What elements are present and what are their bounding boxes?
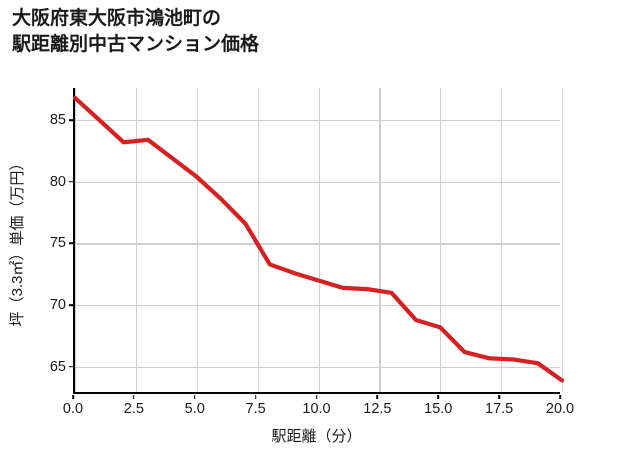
x-axis-tick-mark <box>72 395 74 399</box>
x-axis-tick-mark <box>559 395 561 399</box>
gridline-horizontal <box>75 366 560 369</box>
y-axis-tick-label: 65 <box>49 358 66 375</box>
line-series-svg <box>72 95 565 383</box>
x-axis-tick-label: 10.0 <box>302 401 331 417</box>
x-axis-tick-mark <box>437 395 440 399</box>
x-axis-tick-label: 15.0 <box>424 401 453 417</box>
x-axis-tick-label: 17.5 <box>485 401 514 417</box>
x-axis-label: 駅距離（分） <box>271 428 362 445</box>
gridline-vertical <box>196 88 198 392</box>
y-axis-tick-mark <box>69 304 73 306</box>
y-axis-tick-mark <box>69 180 73 183</box>
gridline-horizontal <box>75 120 560 122</box>
gridline-vertical <box>379 88 381 392</box>
x-axis-tick-label: 2.5 <box>123 401 144 417</box>
x-axis-tick-mark <box>254 395 257 399</box>
gridline-horizontal <box>75 305 560 307</box>
x-axis-tick-mark <box>498 395 500 399</box>
gridline-vertical <box>75 88 77 392</box>
plot-area <box>72 88 565 394</box>
x-axis-tick-label: 20.0 <box>545 401 575 417</box>
y-axis-label: 坪（3.3㎡）単価（万円） <box>9 155 26 327</box>
line-series-path <box>72 95 565 383</box>
y-axis-tick-label: 85 <box>49 112 66 129</box>
y-axis-tick-label: 75 <box>49 235 66 252</box>
y-axis-tick-label: 70 <box>49 297 66 314</box>
y-axis-tick-mark <box>69 366 73 368</box>
x-axis-tick-mark <box>193 395 196 399</box>
x-axis-tick-mark <box>133 395 135 399</box>
x-axis-tick-label: 12.5 <box>363 401 392 417</box>
x-axis-tick-label: 5.0 <box>184 401 205 417</box>
gridline-vertical <box>257 88 259 392</box>
x-axis-tick-mark <box>315 395 318 399</box>
y-axis-tick-mark <box>69 242 73 245</box>
gridline-vertical <box>318 88 320 392</box>
gridline-vertical <box>562 88 564 392</box>
x-axis-tick-label: 0.0 <box>62 401 84 417</box>
y-axis-tick-mark <box>69 119 73 121</box>
x-axis-tick-label: 7.5 <box>245 401 266 417</box>
y-axis-tick-label: 80 <box>49 173 66 190</box>
gridline-vertical <box>501 88 503 392</box>
gridline-vertical <box>135 88 138 392</box>
chart-title: 大阪府東大阪市鴻池町の 駅距離別中古マンション価格 <box>12 8 260 55</box>
gridline-horizontal <box>75 181 560 183</box>
gridline-vertical <box>440 88 442 392</box>
gridlines <box>75 88 564 392</box>
x-axis-tick-mark <box>376 395 379 399</box>
gridline-horizontal <box>75 243 560 245</box>
